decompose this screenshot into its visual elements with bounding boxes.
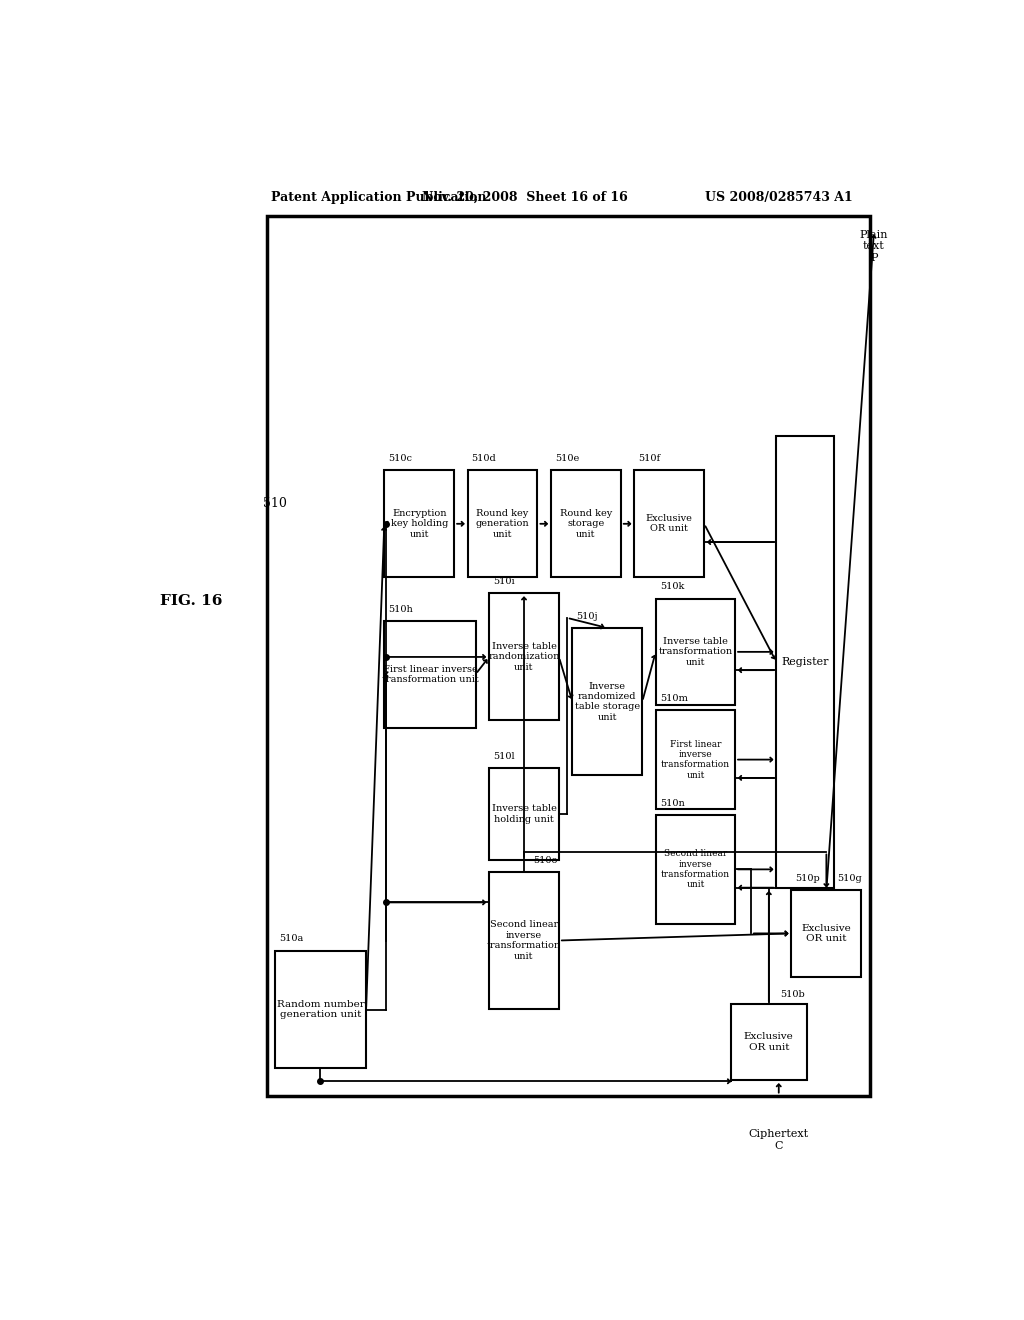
Bar <box>489 873 559 1008</box>
Text: 510h: 510h <box>388 605 413 614</box>
Bar <box>776 436 834 888</box>
Text: Round key
generation
unit: Round key generation unit <box>476 510 529 539</box>
Text: Round key
storage
unit: Round key storage unit <box>560 510 612 539</box>
Text: 510d: 510d <box>472 454 497 463</box>
Bar <box>572 628 642 775</box>
Bar <box>468 470 538 577</box>
Text: Inverse table
holding unit: Inverse table holding unit <box>492 804 556 824</box>
Text: Ciphertext
C: Ciphertext C <box>749 1129 809 1151</box>
Text: Register: Register <box>781 657 828 667</box>
Text: 510a: 510a <box>279 935 303 942</box>
Bar <box>384 620 475 727</box>
Text: 510i: 510i <box>494 577 515 586</box>
Bar <box>267 216 870 1096</box>
Text: 510k: 510k <box>659 582 684 591</box>
Bar <box>655 710 735 809</box>
Text: 510m: 510m <box>659 694 687 704</box>
Bar <box>634 470 705 577</box>
Bar <box>274 952 367 1068</box>
Text: US 2008/0285743 A1: US 2008/0285743 A1 <box>705 190 853 203</box>
Bar <box>792 890 861 977</box>
Text: 510p: 510p <box>796 874 820 883</box>
Text: Exclusive
OR unit: Exclusive OR unit <box>802 924 851 942</box>
Text: 510e: 510e <box>555 454 580 463</box>
Text: Patent Application Publication: Patent Application Publication <box>270 190 486 203</box>
Text: Nov. 20, 2008  Sheet 16 of 16: Nov. 20, 2008 Sheet 16 of 16 <box>422 190 628 203</box>
Bar <box>551 470 621 577</box>
Text: Second linear
inverse
transformation
unit: Second linear inverse transformation uni… <box>487 920 561 961</box>
Text: First linear inverse
transformation unit: First linear inverse transformation unit <box>382 664 478 684</box>
Text: Random number
generation unit: Random number generation unit <box>276 1001 365 1019</box>
Text: 510g: 510g <box>838 874 862 883</box>
Text: Inverse
randomized
table storage
unit: Inverse randomized table storage unit <box>574 681 640 722</box>
Bar <box>489 594 559 721</box>
Text: Exclusive
OR unit: Exclusive OR unit <box>744 1032 794 1052</box>
Bar <box>489 768 559 859</box>
Text: 510c: 510c <box>388 454 413 463</box>
Text: Plain
text
P: Plain text P <box>860 230 888 263</box>
Text: Encryption
key holding
unit: Encryption key holding unit <box>390 510 447 539</box>
Text: 510f: 510f <box>638 454 660 463</box>
Bar <box>731 1005 807 1080</box>
Text: Exclusive
OR unit: Exclusive OR unit <box>646 513 692 533</box>
Text: Second linear
inverse
transformation
unit: Second linear inverse transformation uni… <box>660 849 730 890</box>
Text: First linear
inverse
transformation
unit: First linear inverse transformation unit <box>660 739 730 780</box>
Text: 510: 510 <box>263 498 287 511</box>
Text: Inverse table
randomization
unit: Inverse table randomization unit <box>488 642 560 672</box>
Bar <box>655 598 735 705</box>
Text: 510l: 510l <box>494 752 515 762</box>
Text: Inverse table
transformation
unit: Inverse table transformation unit <box>658 638 732 667</box>
Text: 510j: 510j <box>577 612 598 620</box>
Text: 510o: 510o <box>532 855 557 865</box>
Bar <box>384 470 455 577</box>
Text: 510n: 510n <box>659 799 684 808</box>
Bar <box>655 814 735 924</box>
Text: FIG. 16: FIG. 16 <box>161 594 222 607</box>
Text: 510b: 510b <box>780 990 805 999</box>
